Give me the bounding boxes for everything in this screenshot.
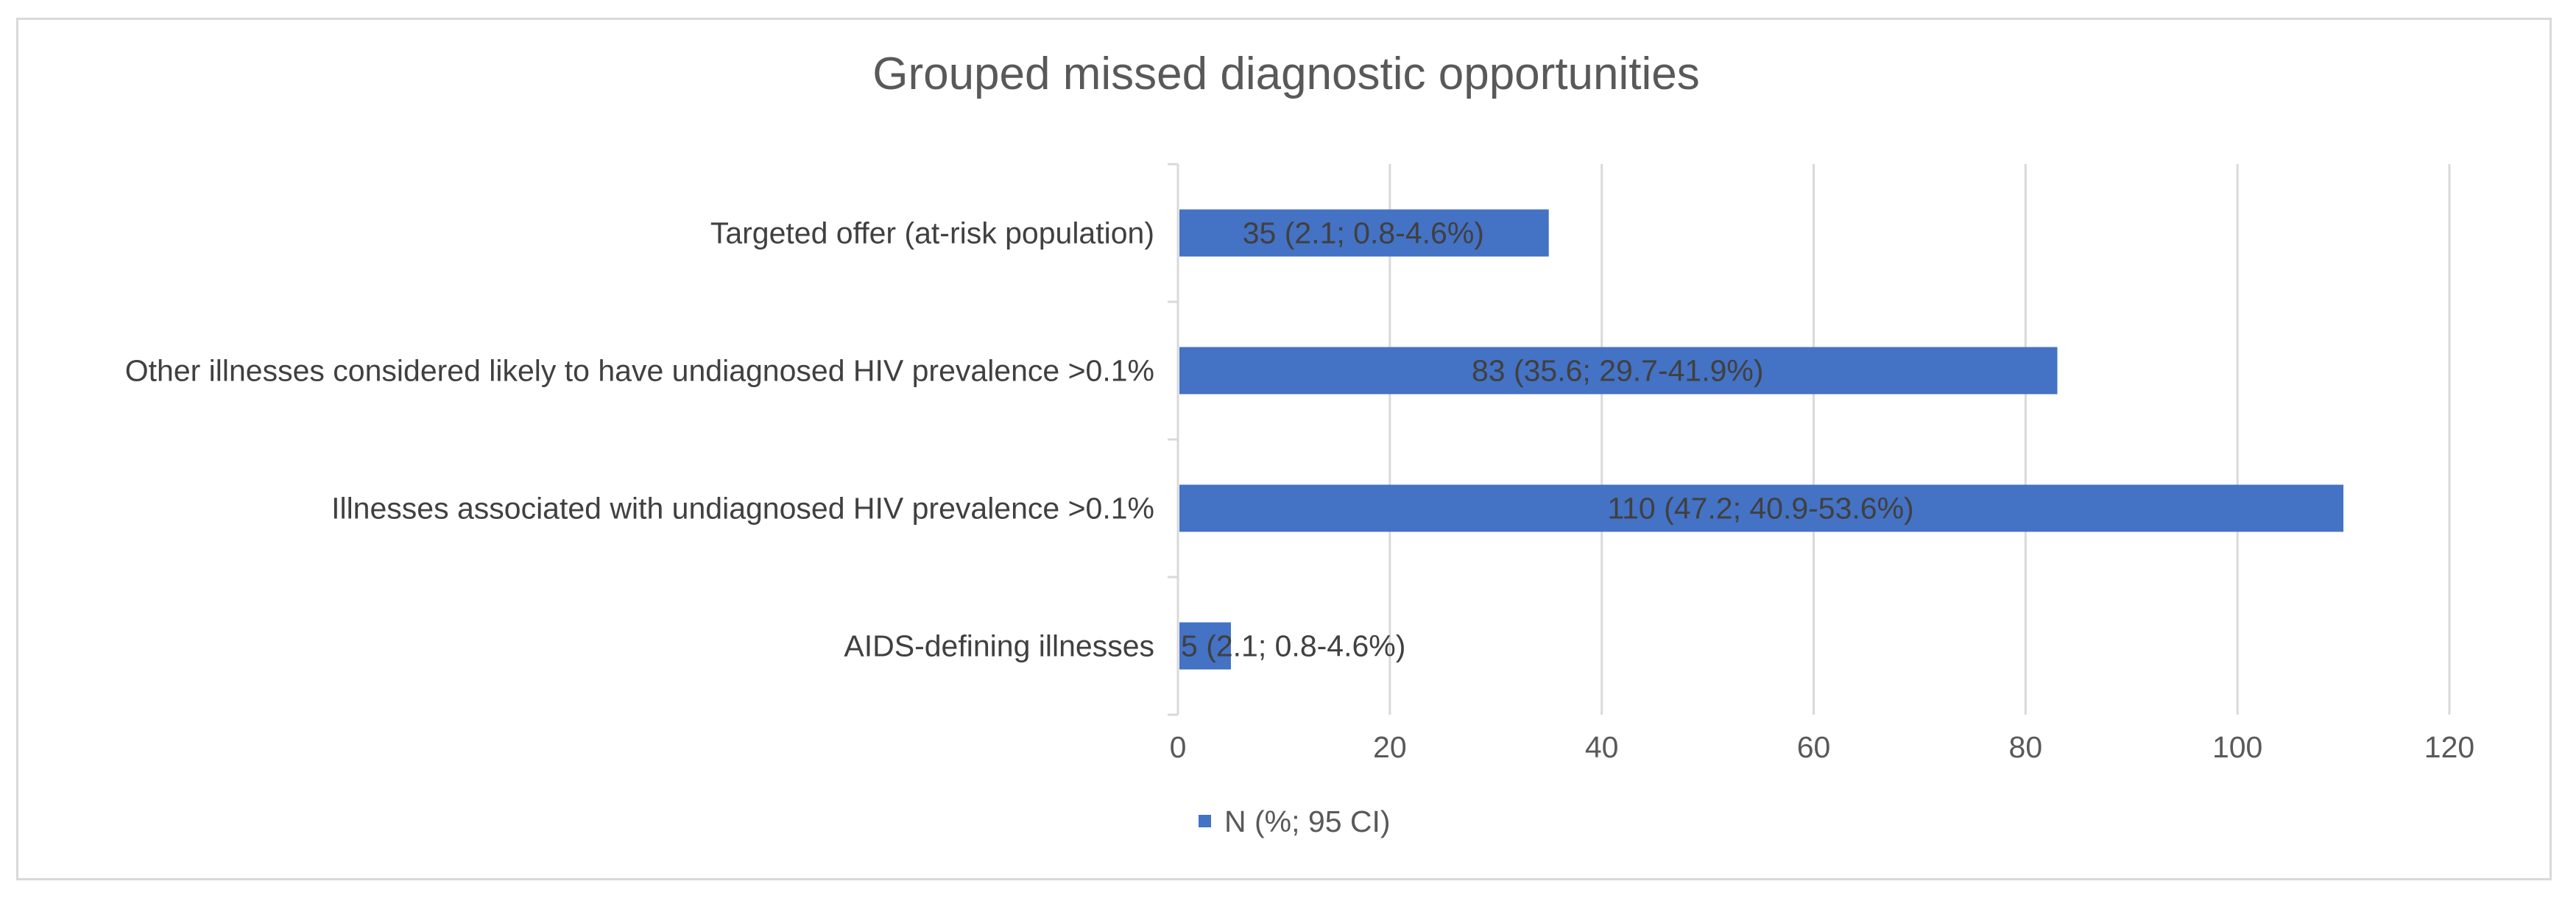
category-axis: Targeted offer (at-risk population) Other… [125, 163, 1179, 716]
x-axis-ticks: 0 20 40 60 80 100 120 [1170, 730, 2475, 764]
category-label: Targeted offer (at-risk population) [710, 216, 1154, 250]
bar [1179, 209, 1549, 257]
data-label: 5 (2.1; 0.8-4.6%) [1181, 629, 1405, 663]
bar-chart: Grouped missed diagnostic opportunities … [125, 49, 2475, 838]
x-tick-label: 100 [2212, 730, 2262, 764]
legend-swatch [1199, 815, 1211, 827]
category-label: Illnesses associated with undiagnosed HI… [331, 492, 1154, 526]
bar [1179, 484, 2344, 532]
x-tick-label: 0 [1170, 730, 1187, 764]
category-label: Other illnesses considered likely to hav… [125, 354, 1154, 388]
data-label: 110 (47.2; 40.9-53.6%) [1607, 492, 1913, 526]
bar [1179, 347, 2058, 395]
legend-label: N (%; 95 CI) [1224, 805, 1391, 838]
category-label: AIDS-defining illnesses [844, 629, 1154, 663]
chart-frame: Grouped missed diagnostic opportunities … [16, 18, 2552, 880]
data-label: 35 (2.1; 0.8-4.6%) [1243, 216, 1484, 250]
legend: N (%; 95 CI) [1199, 805, 1391, 838]
x-tick-label: 80 [2009, 730, 2043, 764]
data-label: 83 (35.6; 29.7-41.9%) [1472, 354, 1764, 388]
chart-title: Grouped missed diagnostic opportunities [872, 49, 1700, 99]
x-tick-label: 60 [1797, 730, 1831, 764]
bars: 35 (2.1; 0.8-4.6%) 83 (35.6; 29.7-41.9%) 1… [1179, 209, 2344, 670]
x-tick-label: 120 [2424, 730, 2474, 764]
gridlines [1388, 164, 2451, 715]
x-tick-label: 20 [1373, 730, 1407, 764]
bar [1179, 622, 1231, 670]
x-tick-label: 40 [1585, 730, 1619, 764]
